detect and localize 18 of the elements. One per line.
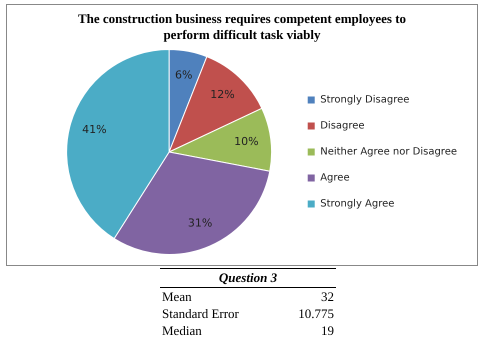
text: Median xyxy=(162,322,202,339)
legend-label: Disagree xyxy=(320,120,365,132)
data-label: 31% xyxy=(188,216,212,230)
text: 10.775 xyxy=(298,305,334,322)
data-label: 12% xyxy=(210,88,235,102)
data-label: 41% xyxy=(82,123,107,136)
text: Question 3 xyxy=(160,268,336,288)
legend-label: Agree xyxy=(320,172,350,184)
text: 19 xyxy=(321,322,334,339)
data-label: 10% xyxy=(234,135,259,148)
text: Standard Error xyxy=(162,305,239,322)
text: Mean xyxy=(162,288,192,305)
legend-label: Strongly Disagree xyxy=(320,94,410,106)
text: 32 xyxy=(321,288,334,305)
data-label: 6% xyxy=(174,68,192,82)
legend-label: Strongly Agree xyxy=(320,198,394,210)
legend-label: Neither Agree nor Disagree xyxy=(320,146,458,158)
chart-title: The construction business requires competent employees to perform difficult task viably xyxy=(77,11,407,43)
